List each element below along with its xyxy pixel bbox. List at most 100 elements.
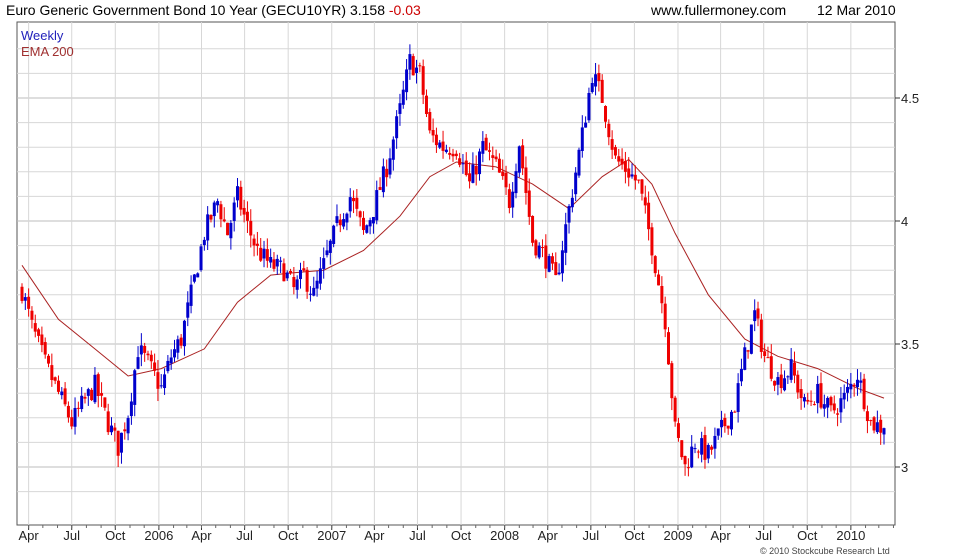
candle-body <box>809 400 813 402</box>
candle-body <box>739 368 743 382</box>
candle-body <box>574 172 578 195</box>
candle-body <box>189 284 193 306</box>
candle-body <box>511 191 515 208</box>
candle <box>169 349 173 370</box>
candle <box>189 275 193 314</box>
candle <box>693 443 697 454</box>
candle <box>832 395 836 414</box>
candle-body <box>348 197 352 212</box>
candle <box>315 270 319 297</box>
candle-body <box>474 165 478 175</box>
candle <box>209 214 213 223</box>
candle-body <box>143 345 147 353</box>
candle-body <box>696 451 700 453</box>
candle-body <box>428 112 432 131</box>
candle-body <box>484 137 488 151</box>
candle-body <box>826 397 830 408</box>
candle <box>875 410 879 435</box>
candle <box>819 372 823 410</box>
candle <box>716 428 720 440</box>
candle-body <box>196 273 200 278</box>
candle <box>33 314 37 338</box>
candle-body <box>693 448 697 450</box>
candle <box>799 378 803 410</box>
candle <box>822 394 826 417</box>
candle <box>729 409 733 436</box>
candle <box>686 458 690 477</box>
candle-body <box>110 425 114 433</box>
candle <box>418 62 422 73</box>
candle <box>219 200 223 228</box>
y-tick-label: 4.5 <box>901 91 919 106</box>
candle-body <box>149 354 153 362</box>
candle-body <box>47 355 51 364</box>
candle <box>852 383 856 397</box>
candle <box>527 178 531 225</box>
candle-body <box>408 54 412 70</box>
candle <box>163 368 167 395</box>
candle <box>514 163 518 199</box>
candle-body <box>756 308 760 319</box>
candle <box>126 415 130 441</box>
candle <box>706 443 710 464</box>
candle-body <box>23 297 27 301</box>
candle <box>524 156 528 205</box>
x-tick-label: 2006 <box>144 528 173 543</box>
candle-body <box>468 173 472 182</box>
candle-body <box>411 56 415 76</box>
candle <box>441 130 445 159</box>
x-tick-label: Apr <box>710 528 731 543</box>
candle-body <box>106 411 110 433</box>
candle-body <box>421 66 425 95</box>
candle <box>63 382 67 407</box>
candle <box>607 119 611 146</box>
candle <box>700 431 704 463</box>
y-tick-label: 4 <box>901 214 908 229</box>
candle <box>577 147 581 178</box>
candle-body <box>855 379 859 388</box>
price-change: -0.03 <box>388 2 421 18</box>
candle-body <box>524 167 528 193</box>
candle-body <box>657 274 661 286</box>
candle-body <box>723 417 727 427</box>
candle-body <box>93 374 97 403</box>
candle <box>816 375 820 414</box>
candle-body <box>686 467 690 469</box>
x-tick-label: Apr <box>364 528 385 543</box>
candle-body <box>216 201 220 206</box>
candle-body <box>146 353 150 356</box>
candle <box>411 53 415 76</box>
candle-body <box>650 227 654 256</box>
candle <box>739 358 743 387</box>
candle <box>322 247 326 279</box>
candle <box>753 299 757 332</box>
candle-body <box>487 150 491 152</box>
candle-body <box>338 219 342 226</box>
candle-body <box>279 260 283 262</box>
candle <box>106 403 110 435</box>
candle-body <box>398 103 402 114</box>
candle-body <box>405 69 409 93</box>
candle <box>773 380 777 392</box>
candle-body <box>391 139 395 160</box>
candle <box>113 422 117 442</box>
candle <box>680 440 684 460</box>
candle <box>521 139 525 176</box>
candle-body <box>627 168 631 178</box>
candle-body <box>812 404 816 406</box>
candle <box>570 189 574 213</box>
candle-body <box>564 224 568 253</box>
candle-body <box>481 141 485 154</box>
candle-body <box>262 248 266 259</box>
candle <box>298 262 302 289</box>
x-tick-label: Oct <box>278 528 299 543</box>
candle <box>862 373 866 412</box>
candle-body <box>199 246 203 271</box>
candle-body <box>27 296 31 309</box>
candle <box>879 414 883 445</box>
candle <box>633 165 637 190</box>
x-tick-label: Jul <box>583 528 600 543</box>
candle-body <box>415 67 419 74</box>
candle <box>23 293 27 310</box>
candle-body <box>272 259 276 269</box>
